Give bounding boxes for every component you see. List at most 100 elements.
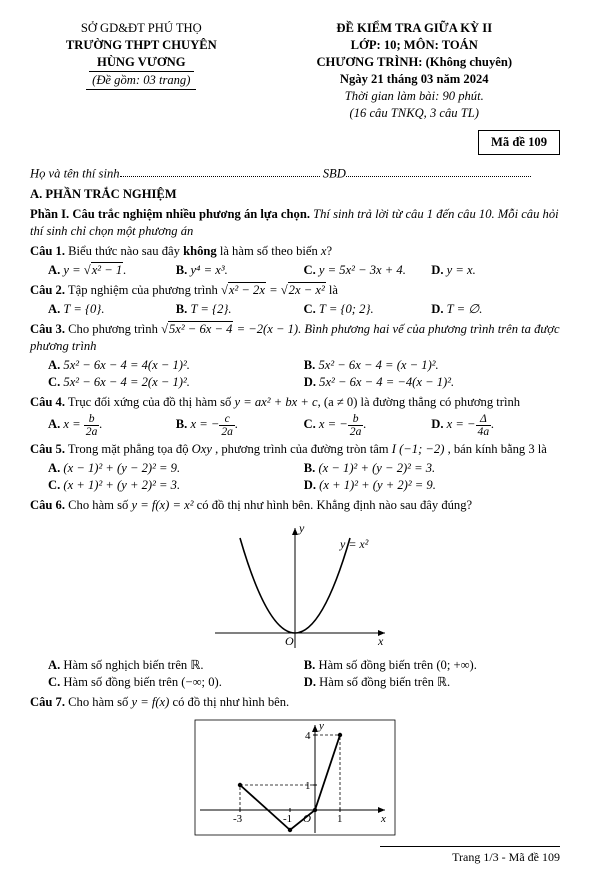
question-4: Câu 4. Trục đối xứng của đồ thị hàm số y… bbox=[30, 394, 560, 411]
q5-options: A. (x − 1)² + (y − 2)² = 9. B. (x − 1)² … bbox=[48, 460, 560, 494]
q6d: Hàm số đồng biến trên ℝ. bbox=[319, 675, 450, 689]
sbd-dotted bbox=[346, 165, 531, 177]
q5c: (x + 1)² + (y + 2)² = 3. bbox=[63, 478, 180, 492]
question-3: Câu 3. Cho phương trình √5x² − 6x − 4 = … bbox=[30, 321, 560, 355]
q5-opt-c: C. (x + 1)² + (y + 2)² = 3. bbox=[48, 477, 294, 494]
q3d: 5x² − 6x − 4 = −4(x − 1)². bbox=[319, 375, 454, 389]
part-a-title: A. PHẦN TRẮC NGHIỆM bbox=[30, 186, 560, 203]
q5-label: Câu 5. bbox=[30, 442, 65, 456]
q4c-pre: x = − bbox=[319, 417, 348, 431]
header-left: SỞ GD&ĐT PHÚ THỌ TRƯỜNG THPT CHUYÊN HÙNG… bbox=[30, 20, 253, 122]
q6-opt-c: C. Hàm số đồng biến trên (−∞; 0). bbox=[48, 674, 294, 691]
q4-opt-d: D. x = −Δ4a. bbox=[431, 413, 549, 437]
school-name-underline: HÙNG VƯƠNG bbox=[89, 54, 194, 72]
q4-label: Câu 4. bbox=[30, 395, 65, 409]
q4-text: Trục đối xứng của đồ thị hàm số bbox=[68, 395, 235, 409]
q6-curve-label: y = x² bbox=[339, 537, 369, 551]
q2a: T = {0}. bbox=[63, 302, 104, 316]
q1-opt-c: C. y = 5x² − 3x + 4. bbox=[304, 262, 422, 279]
q7-xt-1: -1 bbox=[283, 813, 292, 825]
q6-opt-b: B. Hàm số đồng biến trên (0; +∞). bbox=[304, 657, 550, 674]
question-5: Câu 5. Trong mặt phẳng tọa độ Oxy , phươ… bbox=[30, 441, 560, 458]
q2-opt-d: D. T = ∅. bbox=[431, 301, 549, 318]
q6a: Hàm số nghịch biến trên ℝ. bbox=[63, 658, 203, 672]
question-6: Câu 6. Cho hàm số y = f(x) = x² có đồ th… bbox=[30, 497, 560, 514]
question-7: Câu 7. Cho hàm số y = f(x) có đồ thị như… bbox=[30, 694, 560, 711]
q4d-d: 4a bbox=[476, 426, 492, 438]
q5-center: I (−1; −2) bbox=[392, 442, 445, 456]
q6-eq: y = f(x) = x² bbox=[131, 498, 193, 512]
q5-opt-a: A. (x − 1)² + (y − 2)² = 9. bbox=[48, 460, 294, 477]
q4a-d: 2a bbox=[84, 426, 100, 438]
q3-options: A. 5x² − 6x − 4 = 4(x − 1)². B. 5x² − 6x… bbox=[48, 357, 560, 391]
document-header: SỞ GD&ĐT PHÚ THỌ TRƯỜNG THPT CHUYÊN HÙNG… bbox=[30, 20, 560, 122]
q1-bold: không bbox=[183, 244, 217, 258]
name-dotted bbox=[120, 165, 320, 177]
header-right: ĐỀ KIỂM TRA GIỮA KỲ II LỚP: 10; MÔN: TOÁ… bbox=[269, 20, 561, 122]
q3c: 5x² − 6x − 4 = 2(x − 1)². bbox=[63, 375, 190, 389]
q2c: T = {0; 2}. bbox=[319, 302, 374, 316]
q3-opt-c: C. 5x² − 6x − 4 = 2(x − 1)². bbox=[48, 374, 294, 391]
q4d-pre: x = − bbox=[447, 417, 476, 431]
q5a: (x − 1)² + (y − 2)² = 9. bbox=[63, 461, 180, 475]
q4b-post: . bbox=[235, 417, 238, 431]
exam-duration: Thời gian làm bài: 90 phút. bbox=[269, 88, 561, 105]
q3b: 5x² − 6x − 4 = (x − 1)². bbox=[318, 358, 438, 372]
footer-text: Trang 1/3 - Mã đề 109 bbox=[380, 846, 560, 865]
q2-text: Tập nghiệm của phương trình bbox=[68, 283, 221, 297]
q7-yt-1: 4 bbox=[305, 730, 311, 742]
name-prefix: Họ và tên thí sinh bbox=[30, 166, 120, 180]
q4a-post: . bbox=[99, 417, 102, 431]
q2-rad2: 2x − x² bbox=[288, 282, 326, 297]
q2-options: A. T = {0}. B. T = {2}. C. T = {0; 2}. D… bbox=[48, 301, 560, 318]
q1-opt-a: A. y = √x² − 1. bbox=[48, 262, 166, 279]
q6-text2: có đồ thị như hình bên. Khẳng định nào s… bbox=[194, 498, 473, 512]
exam-structure: (16 câu TNKQ, 3 câu TL) bbox=[269, 105, 561, 122]
q2-label: Câu 2. bbox=[30, 283, 65, 297]
q4c-post: . bbox=[363, 417, 366, 431]
exam-title: ĐỀ KIỂM TRA GIỮA KỲ II bbox=[269, 20, 561, 37]
class-subject: LỚP: 10; MÔN: TOÁN bbox=[269, 37, 561, 54]
q7-label: Câu 7. bbox=[30, 695, 65, 709]
q3-opt-b: B. 5x² − 6x − 4 = (x − 1)². bbox=[304, 357, 550, 374]
q6-text: Cho hàm số bbox=[68, 498, 131, 512]
school-line1: TRƯỜNG THPT CHUYÊN bbox=[30, 37, 253, 54]
sbd-label: SBD bbox=[323, 166, 346, 180]
program-line: CHƯƠNG TRÌNH: (Không chuyên) bbox=[269, 54, 561, 71]
q5b: (x − 1)² + (y − 2)² = 3. bbox=[318, 461, 435, 475]
q7-text2: có đồ thị như hình bên. bbox=[169, 695, 289, 709]
dept-line: SỞ GD&ĐT PHÚ THỌ bbox=[30, 20, 253, 37]
q1a-rad: x² − 1 bbox=[91, 262, 123, 277]
q6-label: Câu 6. bbox=[30, 498, 65, 512]
school-line2: HÙNG VƯƠNG bbox=[30, 54, 253, 72]
q4-eq: y = ax² + bx + c bbox=[235, 395, 318, 409]
q2-opt-a: A. T = {0}. bbox=[48, 301, 166, 318]
q2d: T = ∅. bbox=[447, 302, 483, 316]
q3-text: Cho phương trình bbox=[68, 322, 161, 336]
q6c: Hàm số đồng biến trên (−∞; 0). bbox=[63, 675, 221, 689]
q3-rad: 5x² − 6x − 4 bbox=[168, 321, 233, 336]
q1c: y = 5x² − 3x + 4. bbox=[319, 263, 406, 277]
page-count-text: (Đề gồm: 03 trang) bbox=[86, 72, 196, 90]
q2-eq: = bbox=[266, 283, 281, 297]
q1-text2: là hàm số theo biến bbox=[217, 244, 321, 258]
q6-opt-a: A. Hàm số nghịch biến trên ℝ. bbox=[48, 657, 294, 674]
page-count: (Đề gồm: 03 trang) bbox=[30, 72, 253, 90]
page-footer: Trang 1/3 - Mã đề 109 bbox=[30, 846, 560, 865]
exam-date: Ngày 21 tháng 03 năm 2024 bbox=[269, 71, 561, 88]
q1b: y⁴ = x³. bbox=[190, 263, 227, 277]
q5-opt-b: B. (x − 1)² + (y − 2)² = 3. bbox=[304, 460, 550, 477]
phan-i-intro: Phần I. Câu trắc nghiệm nhiều phương án … bbox=[30, 206, 560, 240]
exam-code-box: Mã đề 109 bbox=[478, 130, 560, 155]
exam-code-row: Mã đề 109 bbox=[30, 128, 560, 155]
q2-opt-c: C. T = {0; 2}. bbox=[304, 301, 422, 318]
q2-rad1: x² − 2x bbox=[228, 282, 266, 297]
q5-text3: , bán kính bằng 3 là bbox=[444, 442, 546, 456]
q5-opt-d: D. (x + 1)² + (y + 2)² = 9. bbox=[304, 477, 550, 494]
q1-options: A. y = √x² − 1. B. y⁴ = x³. C. y = 5x² −… bbox=[48, 262, 560, 279]
q7-graph: -3 -1 1 1 4 O x y bbox=[185, 715, 405, 840]
q4-opt-a: A. x = b2a. bbox=[48, 413, 166, 437]
q7-xlab: x bbox=[380, 813, 386, 825]
q4c-d: 2a bbox=[348, 426, 364, 438]
q7-xt-2: 1 bbox=[337, 813, 343, 825]
